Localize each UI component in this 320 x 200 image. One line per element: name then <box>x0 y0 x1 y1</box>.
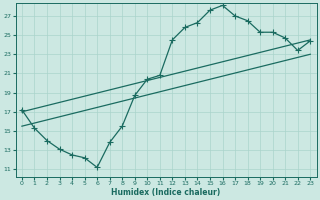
X-axis label: Humidex (Indice chaleur): Humidex (Indice chaleur) <box>111 188 221 197</box>
